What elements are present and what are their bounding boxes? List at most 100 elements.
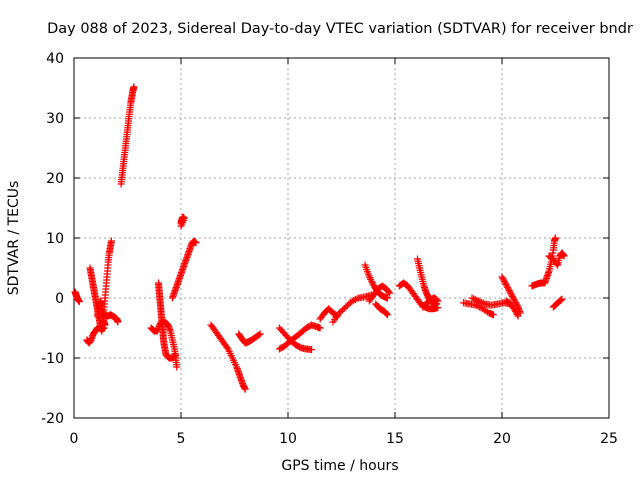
series-arc5: [98, 237, 115, 332]
data-point: [173, 363, 181, 371]
series-arc6: [102, 311, 122, 326]
data-point: [369, 280, 377, 288]
data-point: [479, 299, 487, 307]
x-tick-label: 25: [600, 431, 618, 447]
data-point: [433, 296, 441, 304]
series-arc12: [207, 321, 249, 393]
x-tick-label: 10: [279, 431, 297, 447]
x-axis-label: GPS time / hours: [281, 458, 398, 474]
data-point: [468, 294, 476, 302]
data-point: [337, 308, 345, 315]
grid-layer: [74, 58, 609, 418]
y-tick-label: 20: [46, 171, 64, 187]
data-point: [345, 300, 353, 308]
data-point: [353, 295, 361, 303]
series-arc30: [545, 249, 568, 269]
data-marks: [71, 83, 568, 393]
data-point: [172, 351, 180, 359]
data-point: [558, 295, 566, 303]
data-point: [499, 275, 507, 282]
data-point: [511, 297, 519, 305]
data-point: [350, 296, 358, 304]
data-point: [474, 297, 482, 305]
series-arc31: [549, 295, 566, 311]
data-point: [256, 330, 264, 338]
y-tick-label: 40: [46, 51, 64, 67]
series-arc26: [498, 273, 524, 317]
data-point: [177, 222, 185, 230]
series-arc11: [177, 213, 188, 230]
y-axis-label: SDTVAR / TECUs: [6, 181, 22, 296]
data-point: [511, 306, 519, 314]
data-point: [367, 277, 375, 285]
data-point: [192, 239, 200, 247]
series-arc27: [502, 297, 522, 320]
x-tick-label: 20: [493, 431, 511, 447]
data-point: [368, 279, 376, 287]
data-point: [500, 276, 508, 284]
data-point: [473, 296, 481, 304]
series-arc19: [365, 282, 394, 305]
data-point: [308, 346, 316, 354]
series-arc7: [117, 83, 138, 188]
data-point: [255, 331, 263, 339]
data-point: [502, 281, 510, 288]
data-point: [342, 303, 350, 311]
data-point: [434, 304, 442, 312]
data-point: [383, 310, 391, 318]
series-arc9: [155, 279, 180, 362]
data-point: [560, 252, 568, 260]
data-point: [513, 311, 521, 318]
chart-title: Day 088 of 2023, Sidereal Day-to-day VTE…: [47, 21, 633, 37]
data-point: [241, 385, 249, 393]
data-point: [114, 318, 122, 326]
data-point: [509, 294, 517, 302]
data-point: [514, 312, 522, 320]
data-point: [507, 290, 515, 297]
data-point: [384, 294, 392, 302]
series-arc17: [329, 291, 375, 326]
data-point: [351, 296, 359, 303]
data-point: [385, 288, 393, 296]
data-point: [512, 299, 520, 306]
data-point: [512, 309, 520, 317]
data-point: [130, 83, 138, 91]
y-tick-label: 10: [46, 231, 64, 247]
data-point: [75, 298, 83, 306]
data-point: [503, 282, 511, 290]
data-point: [335, 309, 343, 317]
data-point: [508, 293, 516, 300]
data-point: [316, 324, 324, 332]
data-point: [343, 302, 351, 309]
data-point: [552, 234, 559, 242]
data-point: [510, 296, 518, 303]
data-point: [505, 287, 513, 294]
data-point: [512, 300, 520, 308]
series-arc15: [275, 321, 324, 353]
x-tick-labels: 0 5 10 15 20 25: [70, 431, 618, 447]
y-tick-label: -10: [41, 351, 64, 367]
data-point: [489, 311, 497, 319]
data-point: [508, 291, 516, 299]
data-point: [348, 297, 356, 305]
y-tick-label: 0: [55, 291, 64, 307]
data-point: [504, 285, 512, 293]
tick-layer: [73, 57, 610, 419]
data-point: [471, 296, 479, 303]
series-arc10: [168, 237, 200, 302]
data-point: [170, 353, 178, 360]
series-arc25: [468, 294, 515, 309]
series-arc20: [372, 300, 392, 319]
data-point: [478, 299, 486, 306]
series-arc23: [419, 294, 442, 311]
data-point: [500, 278, 508, 285]
data-point: [223, 344, 231, 351]
data-point: [384, 311, 392, 319]
data-point: [470, 295, 478, 303]
data-point: [171, 352, 179, 360]
data-point: [107, 237, 115, 245]
y-tick-label: 30: [46, 111, 64, 127]
data-point: [339, 306, 347, 314]
data-point: [434, 297, 442, 305]
data-point: [340, 305, 348, 312]
